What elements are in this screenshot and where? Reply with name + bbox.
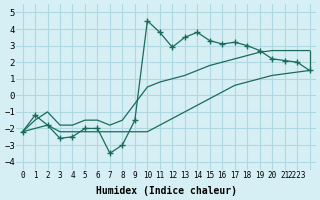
X-axis label: Humidex (Indice chaleur): Humidex (Indice chaleur) <box>96 186 236 196</box>
